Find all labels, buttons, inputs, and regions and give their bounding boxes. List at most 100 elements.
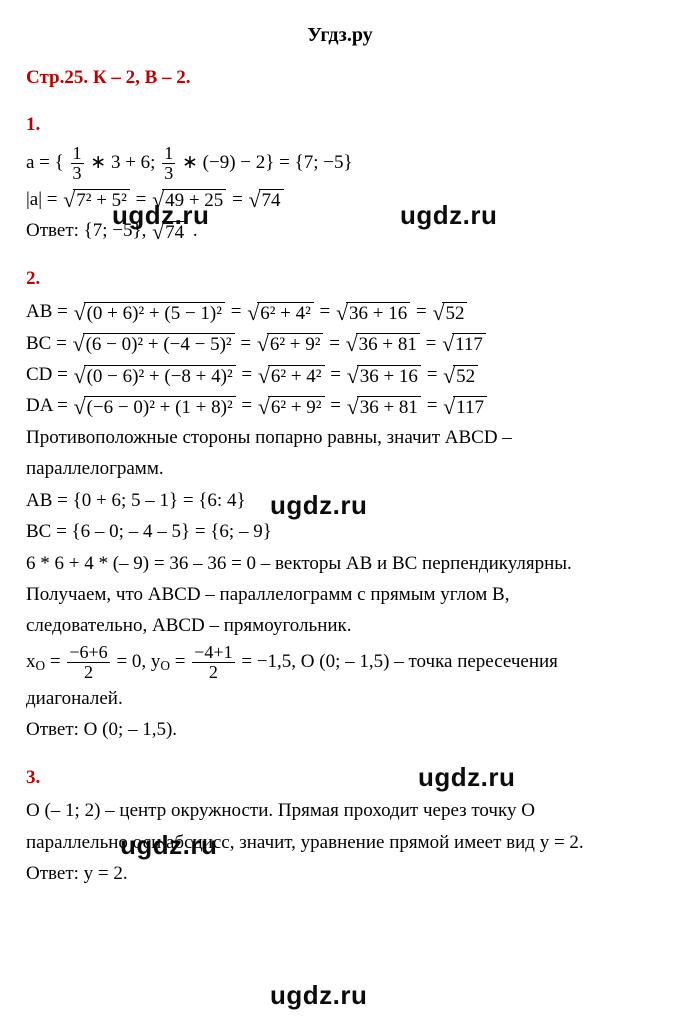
fraction: −6+6 2	[67, 643, 109, 682]
radicand: (6 − 0)² + (−4 − 5)²	[83, 333, 235, 355]
radicand: 117	[452, 333, 486, 355]
subscript-o: O	[160, 658, 170, 673]
text: =	[241, 364, 256, 385]
radicand: 117	[453, 396, 487, 418]
radicand: 36 + 16	[346, 302, 410, 324]
q2-CD: CD = √(0 − 6)² + (−8 + 4)² = √6² + 4² = …	[26, 360, 654, 389]
sqrt: √74	[249, 189, 284, 211]
page-heading: Стр.25. К – 2, В – 2.	[26, 63, 654, 92]
radicand: 36 + 16	[357, 365, 421, 387]
sqrt: √6² + 4²	[247, 302, 314, 324]
q3-line-1: O (– 1; 2) – центр окружности. Прямая пр…	[26, 796, 654, 825]
q2-answer: Ответ: O (0; – 1,5).	[26, 715, 654, 744]
text: =	[50, 651, 65, 672]
radicand: 52	[453, 365, 478, 387]
radicand: 74	[162, 221, 187, 243]
radicand: 6² + 9²	[267, 333, 324, 355]
sqrt: √36 + 16	[347, 365, 421, 387]
sqrt: √49 + 25	[152, 189, 226, 211]
text: =	[329, 333, 344, 354]
text: =	[426, 333, 441, 354]
radicand: 49 + 25	[162, 189, 226, 211]
text: =	[231, 301, 246, 322]
text: ∗ 3 + 6;	[90, 152, 160, 173]
text: =	[232, 189, 247, 210]
radicand: 36 + 81	[357, 396, 421, 418]
sqrt: √52	[443, 365, 478, 387]
sqrt: √7² + 5²	[63, 189, 130, 211]
q2-para-2: параллелограмм.	[26, 454, 654, 483]
q2-dot: 6 * 6 + 4 * (– 9) = 36 – 36 = 0 – вектор…	[26, 549, 654, 578]
q1-line-2: |a| = √7² + 5² = √49 + 25 = √74	[26, 185, 654, 214]
text: x	[26, 651, 36, 672]
denominator: 2	[67, 662, 109, 682]
text: a = {	[26, 152, 64, 173]
sqrt: √(0 − 6)² + (−8 + 4)²	[74, 365, 236, 387]
text: =	[427, 364, 442, 385]
numerator: −4+1	[192, 643, 234, 662]
numerator: 1	[162, 144, 175, 163]
sqrt: √52	[432, 302, 467, 324]
text: |a| =	[26, 189, 62, 210]
text: .	[193, 220, 198, 241]
sqrt: √36 + 81	[346, 333, 420, 355]
sqrt: √6² + 9²	[258, 396, 325, 418]
subscript-o: O	[36, 658, 46, 673]
text: DA =	[26, 395, 73, 416]
sqrt: √(6 − 0)² + (−4 − 5)²	[73, 333, 235, 355]
q1-line-1: a = { 1 3 ∗ 3 + 6; 1 3 ∗ (−9) − 2} = {7;…	[26, 144, 654, 183]
watermark: ugdz.ru	[270, 980, 367, 1011]
fraction: 1 3	[71, 144, 84, 183]
text: =	[427, 395, 442, 416]
radicand: 6² + 4²	[268, 365, 325, 387]
text: =	[241, 395, 256, 416]
radicand: 52	[442, 302, 467, 324]
text: AB =	[26, 301, 73, 322]
sqrt: √(−6 − 0)² + (1 + 8)²	[74, 396, 236, 418]
radicand: 6² + 9²	[268, 396, 325, 418]
q2-vec-BC: BC = {6 – 0; – 4 – 5} = {6; – 9}	[26, 517, 654, 546]
numerator: −6+6	[67, 643, 109, 662]
site-title: Угдз.ру	[26, 20, 654, 51]
denominator: 3	[162, 163, 175, 183]
text: ∗ (−9) − 2} = {7; −5}	[182, 152, 353, 173]
denominator: 3	[71, 163, 84, 183]
text: =	[240, 333, 255, 354]
q2-concl-1: Получаем, что ABCD – параллелограмм с пр…	[26, 580, 654, 609]
sqrt: √117	[443, 396, 487, 418]
radicand: (0 − 6)² + (−8 + 4)²	[84, 365, 236, 387]
q2-AB: AB = √(0 + 6)² + (5 − 1)² = √6² + 4² = √…	[26, 297, 654, 326]
page: Угдз.ру Стр.25. К – 2, В – 2. 1. a = { 1…	[0, 0, 680, 930]
fraction: −4+1 2	[192, 643, 234, 682]
q2-center: xO = −6+6 2 = 0, yO = −4+1 2 = −1,5, O (…	[26, 643, 654, 682]
radicand: (0 + 6)² + (5 − 1)²	[84, 302, 225, 324]
q1-answer: Ответ: {7; −5}, √74 .	[26, 216, 654, 245]
q2-vec-AB: AB = {0 + 6; 5 – 1} = {6: 4}	[26, 486, 654, 515]
q2-center-2: диагоналей.	[26, 684, 654, 713]
sqrt: √6² + 9²	[257, 333, 324, 355]
text: = −1,5, O (0; – 1,5) – точка пересечения	[241, 651, 558, 672]
text: =	[416, 301, 431, 322]
text: =	[320, 301, 335, 322]
text: BC =	[26, 333, 72, 354]
q2-concl-2: следовательно, ABCD – прямоугольник.	[26, 611, 654, 640]
sqrt: √36 + 81	[347, 396, 421, 418]
q2-para-1: Противоположные стороны попарно равны, з…	[26, 423, 654, 452]
radicand: 36 + 81	[356, 333, 420, 355]
question-2-number: 2.	[26, 264, 654, 293]
text: =	[330, 395, 345, 416]
radicand: 6² + 4²	[257, 302, 314, 324]
q3-line-2: параллельно оси абсцисс, значит, уравнен…	[26, 828, 654, 857]
q2-BC: BC = √(6 − 0)² + (−4 − 5)² = √6² + 9² = …	[26, 329, 654, 358]
radicand: 74	[259, 189, 284, 211]
text: Ответ: {7; −5},	[26, 220, 151, 241]
sqrt: √74	[152, 221, 187, 243]
sqrt: √117	[442, 333, 486, 355]
numerator: 1	[71, 144, 84, 163]
text: CD =	[26, 364, 73, 385]
q2-DA: DA = √(−6 − 0)² + (1 + 8)² = √6² + 9² = …	[26, 391, 654, 420]
question-1-number: 1.	[26, 110, 654, 139]
radicand: (−6 − 0)² + (1 + 8)²	[84, 396, 236, 418]
fraction: 1 3	[162, 144, 175, 183]
sqrt: √6² + 4²	[258, 365, 325, 387]
